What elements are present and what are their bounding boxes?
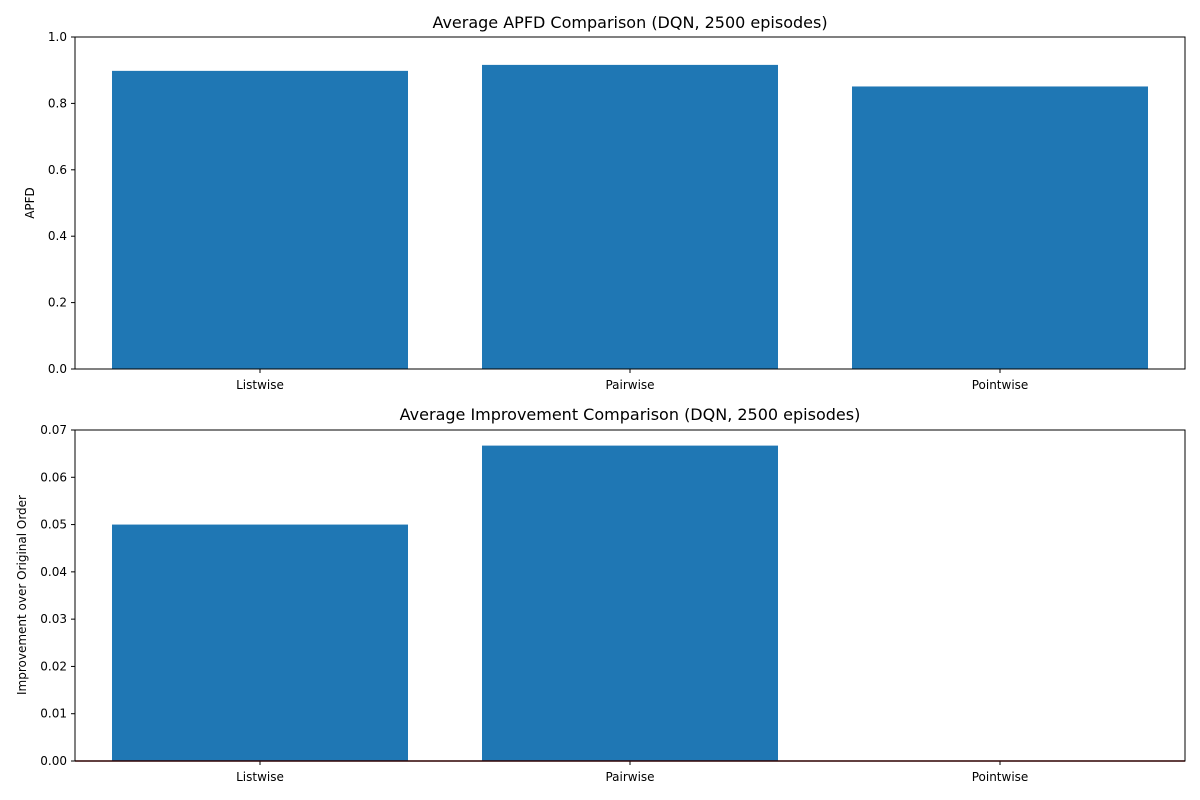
improvement-plot-frame xyxy=(74,429,1186,762)
apfd-y-ticks: 0.0 0.2 0.4 0.6 0.8 1.0 xyxy=(48,30,75,376)
improvement-bars xyxy=(112,445,778,761)
apfd-x-ticks: Listwise Pairwise Pointwise xyxy=(236,369,1028,392)
improvement-bar-listwise xyxy=(112,524,408,761)
apfd-y-tick-label: 0.8 xyxy=(48,96,67,110)
improvement-y-tick-label: 0.06 xyxy=(40,470,67,484)
apfd-x-tick-label: Pointwise xyxy=(972,378,1029,392)
improvement-y-tick-label: 0.07 xyxy=(40,423,67,437)
apfd-bar-pairwise xyxy=(482,64,778,369)
apfd-y-tick-label: 0.2 xyxy=(48,296,67,310)
improvement-y-axis-label: Improvement over Original Order xyxy=(15,495,29,695)
improvement-chart-title: Average Improvement Comparison (DQN, 250… xyxy=(400,405,861,424)
apfd-y-tick-label: 0.0 xyxy=(48,362,67,376)
improvement-y-tick-label: 0.05 xyxy=(40,518,67,532)
apfd-bar-pointwise xyxy=(852,86,1148,369)
improvement-x-tick-label: Pointwise xyxy=(972,770,1029,784)
apfd-chart-title: Average APFD Comparison (DQN, 2500 episo… xyxy=(432,13,827,32)
improvement-bar-pairwise xyxy=(482,445,778,761)
improvement-y-tick-label: 0.03 xyxy=(40,612,67,626)
apfd-bar-listwise xyxy=(112,70,408,369)
improvement-y-tick-label: 0.02 xyxy=(40,659,67,673)
improvement-y-tick-label: 0.01 xyxy=(40,707,67,721)
improvement-y-tick-label: 0.00 xyxy=(40,754,67,768)
apfd-y-axis-label: APFD xyxy=(23,187,37,219)
apfd-chart: Average APFD Comparison (DQN, 2500 episo… xyxy=(23,13,1186,392)
improvement-y-tick-label: 0.04 xyxy=(40,565,67,579)
apfd-bars xyxy=(112,64,1148,369)
apfd-y-tick-label: 0.4 xyxy=(48,229,67,243)
improvement-y-ticks: 0.00 0.01 0.02 0.03 0.04 0.05 0.06 0.07 xyxy=(40,423,75,768)
improvement-x-tick-label: Listwise xyxy=(236,770,284,784)
apfd-x-tick-label: Pairwise xyxy=(605,378,654,392)
improvement-x-tick-label: Pairwise xyxy=(605,770,654,784)
improvement-chart: Average Improvement Comparison (DQN, 250… xyxy=(15,405,1186,784)
apfd-plot-frame xyxy=(74,36,1186,370)
apfd-y-tick-label: 1.0 xyxy=(48,30,67,44)
apfd-y-tick-label: 0.6 xyxy=(48,163,67,177)
improvement-x-ticks: Listwise Pairwise Pointwise xyxy=(236,761,1028,784)
apfd-x-tick-label: Listwise xyxy=(236,378,284,392)
